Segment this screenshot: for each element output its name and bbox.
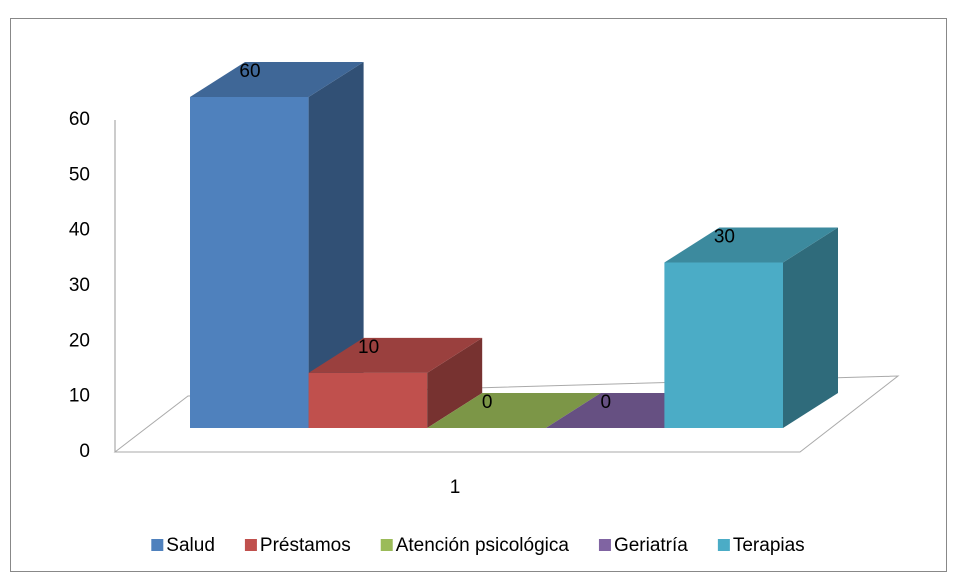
data-label: 60	[239, 61, 260, 82]
y-tick-label: 30	[69, 275, 90, 296]
y-tick-label: 10	[69, 386, 90, 407]
bar-side	[308, 62, 364, 428]
bar-side	[427, 337, 483, 428]
y-tick-label: 20	[69, 330, 90, 351]
bar-side	[783, 227, 838, 428]
data-label: 30	[714, 227, 735, 248]
y-tick-label: 50	[69, 164, 90, 185]
y-tick-label: 0	[79, 441, 90, 462]
data-label: 10	[358, 337, 379, 358]
x-tick-label: 1	[450, 477, 461, 498]
legend-swatch	[717, 539, 730, 551]
data-label: 0	[601, 392, 612, 413]
bar-top	[664, 227, 838, 263]
bar-front	[664, 262, 783, 428]
floor	[113, 375, 900, 453]
bar-front	[190, 97, 309, 428]
legend-swatch	[380, 539, 393, 551]
y-tick-label: 60	[69, 109, 90, 130]
y-tick-label: 40	[69, 220, 90, 241]
legend-label: Geriatría	[614, 535, 688, 556]
bar-top	[427, 393, 601, 428]
legend-label: Terapias	[733, 535, 805, 556]
legend-swatch	[244, 539, 257, 551]
legend-swatch	[598, 539, 611, 551]
legend-label: Salud	[166, 535, 215, 556]
data-label: 0	[482, 392, 493, 413]
bar-front	[308, 372, 428, 428]
legend-swatch	[151, 539, 164, 551]
bar-top	[308, 337, 483, 373]
legend-label: Préstamos	[260, 535, 351, 556]
bar-top	[190, 62, 364, 97]
legend-label: Atención psicológica	[396, 535, 570, 556]
